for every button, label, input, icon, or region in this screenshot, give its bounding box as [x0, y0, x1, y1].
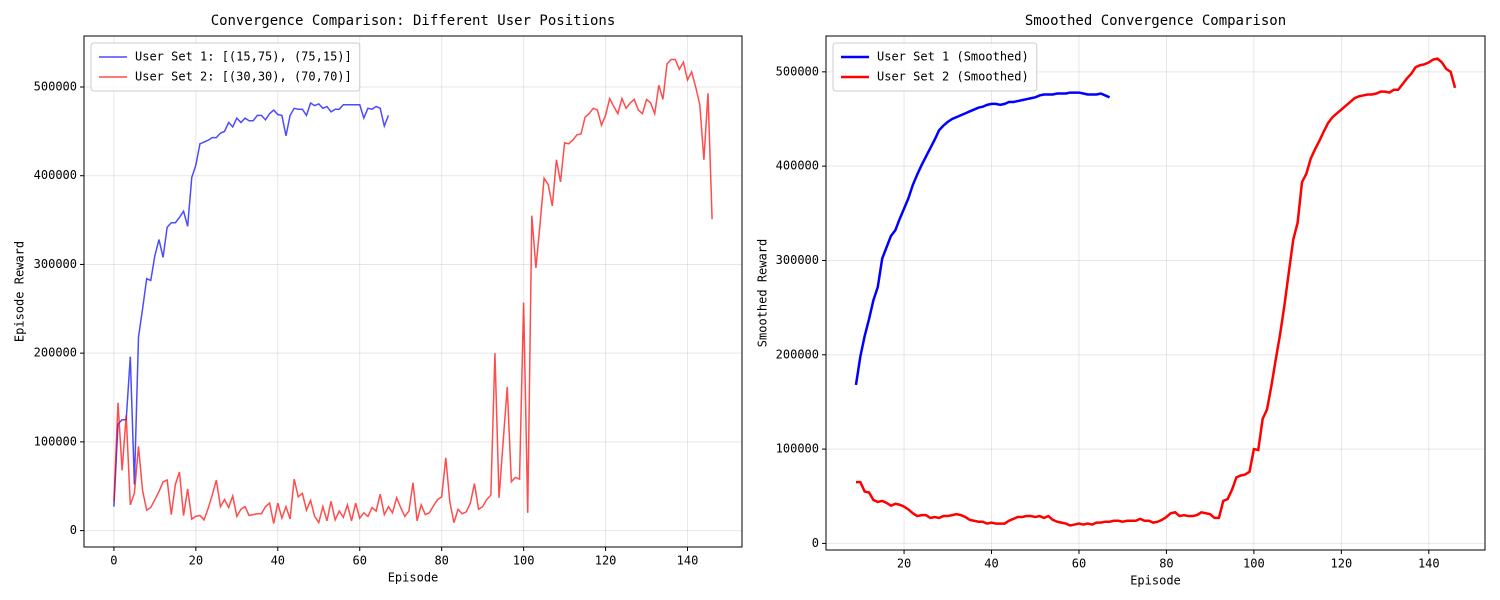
y-tick-label: 400000 — [34, 168, 77, 182]
chart-title: Smoothed Convergence Comparison — [1025, 13, 1286, 29]
legend-label: User Set 2 (Smoothed) — [877, 70, 1029, 84]
x-tick-label: 80 — [1159, 557, 1173, 571]
lines — [854, 57, 1457, 527]
legend-label: User Set 2: [(30,30), (70,70)] — [135, 70, 352, 84]
y-tick-label: 500000 — [776, 64, 819, 78]
x-axis-label: Episode — [1130, 574, 1181, 588]
y-axis-label: Episode Reward — [13, 241, 27, 342]
plot-frame — [825, 35, 1486, 551]
x-tick-label: 40 — [271, 554, 285, 568]
plot: 0 20 40 60 80 100 120 140 0 100000 200000 300000 400… — [13, 13, 743, 585]
data-line — [113, 58, 713, 525]
legend-frame — [832, 42, 1038, 92]
data-line — [855, 57, 1457, 527]
x-tick-label: 60 — [1072, 557, 1086, 571]
legend: User Set 1: [(15,75), (75,15)] User Set 2… — [90, 42, 361, 92]
x-axis-label: Episode — [388, 571, 439, 585]
data-line — [113, 101, 390, 507]
legend: User Set 1 (Smoothed) User Set 2 (Smoothe… — [832, 42, 1038, 92]
legend-label: User Set 1: [(15,75), (75,15)] — [135, 50, 352, 64]
x-tick-label: 140 — [677, 554, 699, 568]
x-tick-label: 0 — [110, 554, 117, 568]
x-tick-label: 120 — [595, 554, 617, 568]
plot-frame — [83, 35, 743, 548]
y-tick-label: 100000 — [34, 434, 77, 448]
y-tick-label: 300000 — [34, 257, 77, 271]
y-tick-label: 500000 — [34, 80, 77, 94]
lines — [113, 58, 713, 525]
plot: 20 40 60 80 100 120 140 0 100000 200000 300000 4000… — [756, 13, 1486, 588]
x-tick-label: 140 — [1418, 557, 1440, 571]
legend-label: User Set 1 (Smoothed) — [877, 50, 1029, 64]
data-line — [854, 91, 1111, 386]
y-tick-label: 100000 — [776, 442, 819, 456]
x-tick-label: 120 — [1331, 557, 1353, 571]
y-tick-label: 0 — [70, 523, 77, 537]
y-tick-label: 200000 — [34, 346, 77, 360]
y-tick-label: 400000 — [776, 159, 819, 173]
y-tick-label: 0 — [812, 536, 819, 550]
x-tick-label: 40 — [984, 557, 998, 571]
x-tick-label: 20 — [897, 557, 911, 571]
x-tick-label: 60 — [353, 554, 367, 568]
y-axis-label: Smoothed Reward — [756, 239, 770, 347]
x-tick-label: 100 — [1243, 557, 1265, 571]
x-tick-label: 20 — [189, 554, 203, 568]
y-tick-label: 300000 — [776, 253, 819, 267]
x-tick-label: 80 — [434, 554, 448, 568]
x-tick-label: 100 — [513, 554, 535, 568]
chart-title: Convergence Comparison: Different User P… — [211, 13, 616, 29]
y-tick-label: 200000 — [776, 347, 819, 361]
legend-frame — [90, 42, 361, 92]
